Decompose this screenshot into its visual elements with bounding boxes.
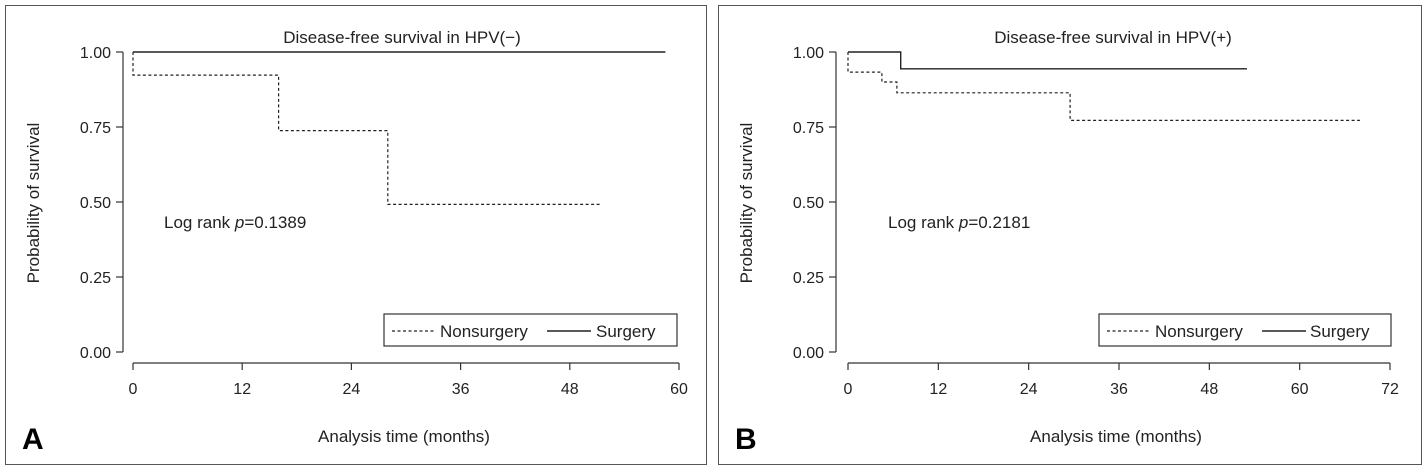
y-axis-title: Probability of survival <box>24 123 43 284</box>
x-tick-label: 24 <box>343 381 361 398</box>
y-tick-label: 0.00 <box>793 345 824 362</box>
y-tick-label: 1.00 <box>793 45 824 62</box>
survival-curves <box>132 51 666 205</box>
y-tick-label: 0.50 <box>80 195 111 212</box>
legend: Nonsurgery Surgery <box>383 313 678 347</box>
chart-title: Disease-free survival in HPV(+) <box>994 28 1232 47</box>
y-tick-label: 0.25 <box>793 270 824 287</box>
x-tick-label: 48 <box>1200 381 1218 398</box>
x-axis-title: Analysis time (months) <box>1030 427 1202 446</box>
km-chart-a: Disease-free survival in HPV(−) Probabil… <box>22 28 688 456</box>
legend: Nonsurgery Surgery <box>1098 313 1392 347</box>
y-tick-label: 0.75 <box>80 120 111 137</box>
curve-nonsurgery <box>132 52 602 205</box>
x-tick-label: 24 <box>1020 381 1038 398</box>
panel-letter: B <box>735 423 757 456</box>
x-tick-label: 72 <box>1381 381 1399 398</box>
panel-b: Disease-free survival in HPV(+) Probabil… <box>718 5 1422 465</box>
y-axis-title: Probability of survival <box>737 123 756 284</box>
legend-label-nonsurgery: Nonsurgery <box>440 322 528 341</box>
y-tick-label: 1.00 <box>80 45 111 62</box>
legend-label-nonsurgery: Nonsurgery <box>1155 322 1243 341</box>
x-tick-label: 12 <box>233 381 251 398</box>
axes: 0.00 0.25 0.50 0.75 1.00 0 12 24 36 48 60 72 <box>793 45 1399 398</box>
survival-curves <box>847 51 1360 122</box>
x-tick-label: 36 <box>1110 381 1128 398</box>
curve-surgery <box>848 51 1247 70</box>
y-tick-label: 0.75 <box>793 120 824 137</box>
curve-nonsurgery <box>847 52 1360 122</box>
log-rank-annotation: Log rank p=0.1389 <box>164 213 306 232</box>
panel-a: Disease-free survival in HPV(−) Probabil… <box>5 5 707 465</box>
legend-box <box>1098 313 1392 347</box>
x-tick-label: 60 <box>1291 381 1309 398</box>
legend-label-surgery: Surgery <box>1310 322 1370 341</box>
log-rank-annotation: Log rank p=0.2181 <box>888 213 1030 232</box>
chart-title: Disease-free survival in HPV(−) <box>283 28 521 47</box>
axes: 0.00 0.25 0.50 0.75 1.00 0 12 24 36 48 60 <box>80 45 688 398</box>
y-tick-label: 0.50 <box>793 195 824 212</box>
x-tick-label: 60 <box>670 381 688 398</box>
x-tick-label: 36 <box>452 381 470 398</box>
y-tick-label: 0.00 <box>80 345 111 362</box>
x-axis-title: Analysis time (months) <box>318 427 490 446</box>
x-tick-label: 12 <box>929 381 947 398</box>
legend-label-surgery: Surgery <box>596 322 656 341</box>
x-tick-label: 0 <box>844 381 853 398</box>
y-tick-label: 0.25 <box>80 270 111 287</box>
legend-box <box>383 313 678 347</box>
panel-letter: A <box>22 423 44 456</box>
x-tick-label: 48 <box>561 381 579 398</box>
km-chart-b: Disease-free survival in HPV(+) Probabil… <box>735 28 1399 456</box>
x-tick-label: 0 <box>129 381 138 398</box>
